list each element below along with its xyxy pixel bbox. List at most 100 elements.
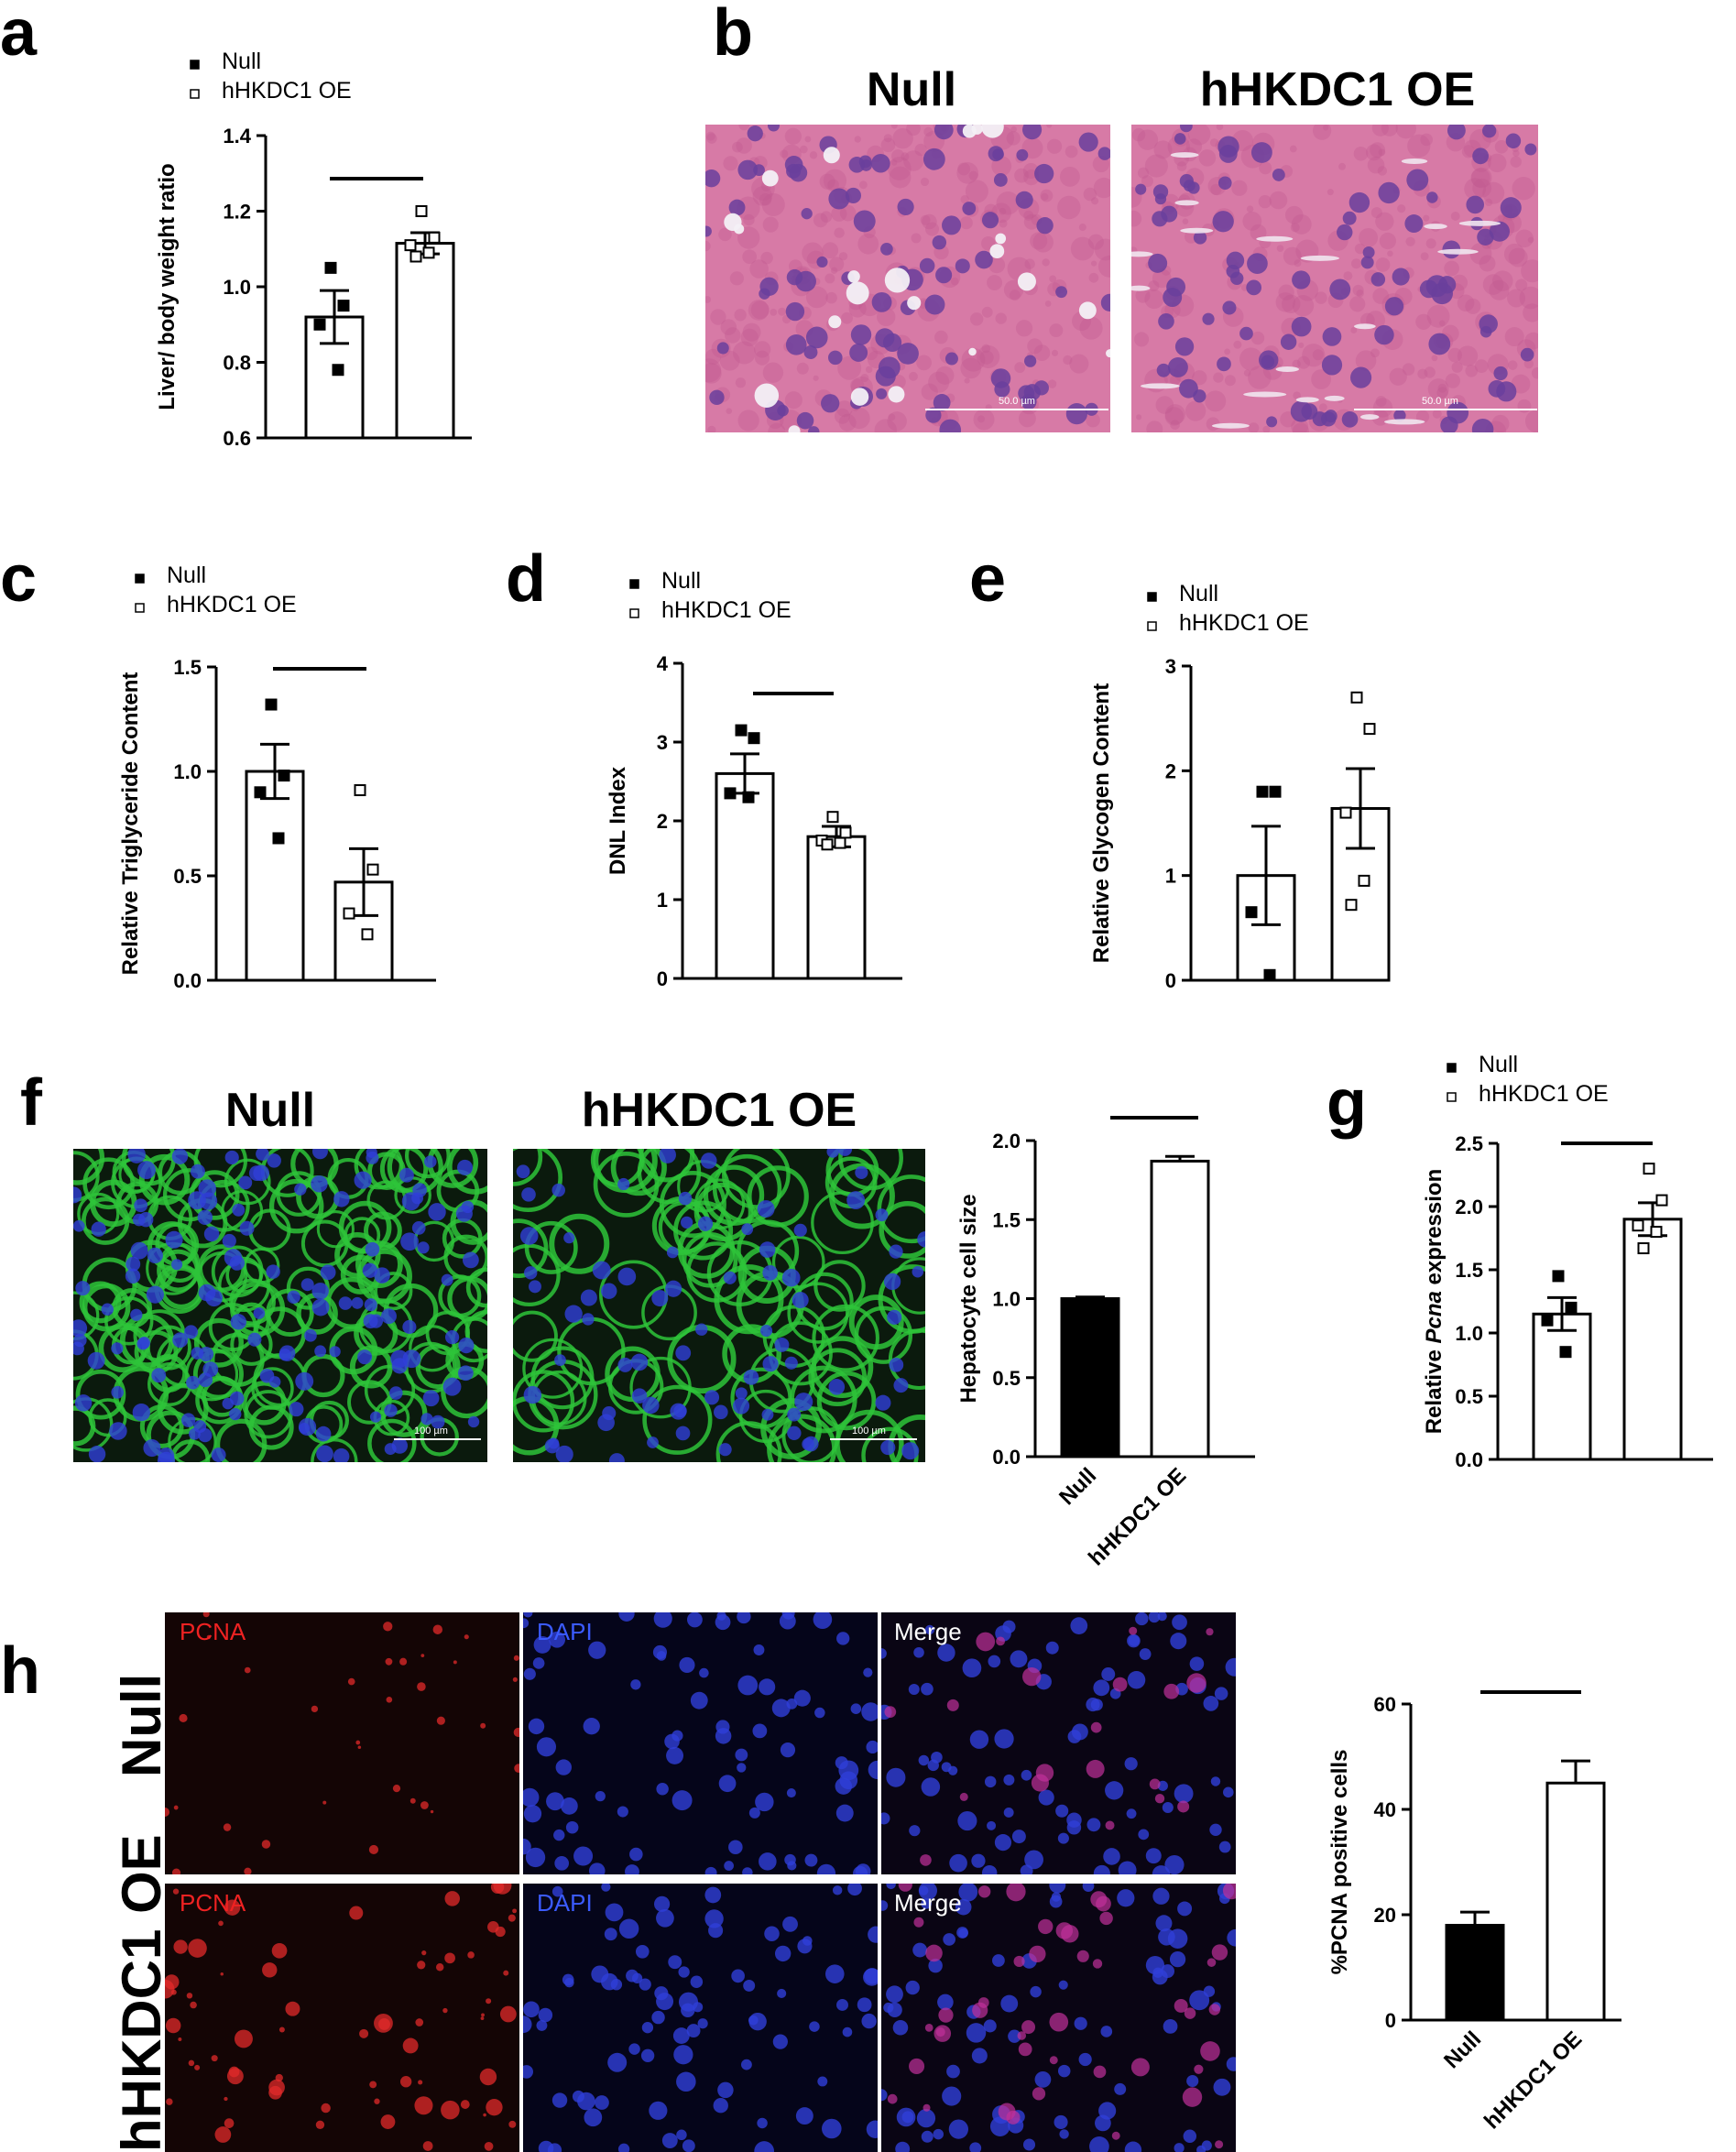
data-point bbox=[278, 770, 290, 782]
merge-channel-label: Merge bbox=[894, 1618, 962, 1645]
y-axis-label: Relative Glycogen Content bbox=[1089, 683, 1114, 963]
y-tick-label: 2.5 bbox=[1455, 1132, 1483, 1155]
x-tick-label: Null bbox=[1439, 2026, 1486, 2073]
y-tick-label: 0.0 bbox=[1455, 1448, 1483, 1471]
if-null-scale-label: 100 µm bbox=[414, 1426, 448, 1436]
panel-letter-e: e bbox=[969, 542, 1007, 616]
panel-letter-c: c bbox=[0, 542, 38, 616]
y-axis-label: %PCNA positive cells bbox=[1327, 1750, 1352, 1975]
y-axis-label: Relative Pcna expression bbox=[1422, 1169, 1447, 1435]
y-tick-label: 2.0 bbox=[1455, 1196, 1483, 1218]
y-tick-label: 0.8 bbox=[223, 352, 251, 375]
if-null-scalebar bbox=[394, 1438, 481, 1440]
legend-marker bbox=[629, 608, 639, 618]
chart-glycogen: Null hHKDC1 OE 0 1 2 3 Relative Glycogen Conte… bbox=[1089, 581, 1391, 992]
y-tick-label: 1 bbox=[657, 889, 668, 912]
dapi-channel-label: DAPI bbox=[537, 1618, 593, 1645]
y-tick-label: 0.0 bbox=[173, 969, 202, 992]
data-point bbox=[428, 231, 441, 244]
bar-hhkdc1-oe bbox=[806, 835, 867, 980]
if-oe-title: hHKDC1 OE bbox=[581, 1084, 857, 1137]
he-null-scalebar bbox=[925, 409, 1108, 410]
data-point bbox=[1358, 874, 1370, 887]
pcna-oe-merge-image bbox=[881, 1884, 1236, 2152]
if-oe-scale-label: 100 µm bbox=[852, 1426, 886, 1436]
data-point bbox=[1541, 1314, 1554, 1327]
data-point bbox=[1245, 906, 1258, 919]
data-point bbox=[1345, 899, 1358, 912]
legend-label: hHKDC1 OE bbox=[1479, 1081, 1609, 1107]
legend-label: hHKDC1 OE bbox=[222, 78, 352, 104]
y-tick-label: 1.0 bbox=[992, 1288, 1021, 1311]
y-tick-label: 40 bbox=[1374, 1798, 1396, 1821]
chart-liver-body-weight: Null hHKDC1 OE 0.6 0.8 1.0 1.2 1.4 Liver/ body … bbox=[155, 49, 472, 450]
bar-hhkdc1-oe bbox=[395, 242, 455, 440]
data-point bbox=[415, 205, 428, 217]
legend-marker bbox=[1447, 1063, 1457, 1073]
y-tick-label: 0 bbox=[657, 967, 668, 990]
bar-hhkdc1-oe bbox=[1545, 1781, 1606, 2022]
data-point bbox=[324, 261, 337, 274]
bar-null bbox=[1445, 1924, 1505, 2022]
data-point bbox=[361, 928, 374, 941]
legend-marker bbox=[1147, 592, 1157, 602]
he-oe-micrograph bbox=[1131, 125, 1538, 432]
y-tick-label: 2.0 bbox=[992, 1130, 1021, 1152]
data-point bbox=[1269, 785, 1282, 798]
panel-letter-g: g bbox=[1327, 1066, 1367, 1140]
bar-null bbox=[1532, 1312, 1592, 1461]
y-tick-label: 0.6 bbox=[223, 427, 251, 450]
panel-letter-a: a bbox=[0, 0, 38, 70]
data-point bbox=[404, 239, 417, 252]
y-tick-label: 0.5 bbox=[1455, 1385, 1483, 1408]
he-null-scale-label: 50.0 µm bbox=[999, 396, 1035, 407]
data-point bbox=[1565, 1301, 1578, 1314]
data-point bbox=[821, 838, 834, 851]
data-point bbox=[366, 863, 379, 876]
y-tick-label: 0 bbox=[1165, 969, 1176, 992]
legend-marker bbox=[190, 60, 200, 70]
merge-channel-label: Merge bbox=[894, 1889, 962, 1917]
y-tick-label: 1.5 bbox=[173, 656, 202, 679]
panel-letter-h: h bbox=[0, 1634, 40, 1708]
x-tick-label: Null bbox=[1054, 1463, 1101, 1510]
dapi-channel-label: DAPI bbox=[537, 1889, 593, 1917]
data-point bbox=[1350, 691, 1363, 704]
y-tick-label: 2 bbox=[1165, 759, 1176, 782]
y-tick-label: 3 bbox=[657, 731, 668, 754]
legend-label: Null bbox=[661, 568, 701, 594]
data-point bbox=[1339, 806, 1352, 819]
pcna-channel-label: PCNA bbox=[180, 1618, 246, 1645]
if-null-micrograph bbox=[73, 1149, 487, 1462]
data-point bbox=[1655, 1194, 1668, 1207]
data-point bbox=[254, 786, 267, 799]
data-point bbox=[834, 836, 846, 849]
y-tick-label: 1 bbox=[1165, 865, 1176, 888]
bar-hhkdc1-oe bbox=[1150, 1159, 1210, 1458]
chart-dnl-index: Null hHKDC1 OE 0 1 2 3 4 DNL Index bbox=[606, 568, 902, 990]
legend-marker bbox=[190, 89, 200, 99]
pcna-row-null-label: Null bbox=[111, 1673, 172, 1777]
data-point bbox=[409, 250, 422, 263]
he-oe-scale-label: 50.0 µm bbox=[1422, 396, 1458, 407]
data-point bbox=[1643, 1163, 1655, 1175]
y-tick-label: 20 bbox=[1374, 1904, 1396, 1927]
legend-label: hHKDC1 OE bbox=[661, 597, 792, 623]
chart-triglyceride: Null hHKDC1 OE 0.0 0.5 1.0 1.5 Relative Trigly… bbox=[118, 563, 436, 992]
y-axis-label: Liver/ body weight ratio bbox=[155, 163, 180, 410]
pcna-oe-pcna-image bbox=[165, 1884, 519, 2152]
legend-marker bbox=[135, 603, 145, 613]
y-axis-label: DNL Index bbox=[606, 766, 630, 875]
y-axis-label: Relative Triglyceride Content bbox=[118, 672, 143, 976]
y-tick-label: 60 bbox=[1374, 1693, 1396, 1716]
y-tick-label: 1.5 bbox=[992, 1208, 1021, 1231]
y-axis-label: Hepatocyte cell size bbox=[956, 1194, 981, 1403]
panel-letter-b: b bbox=[713, 0, 753, 70]
legend-label: Null bbox=[167, 563, 206, 588]
data-point bbox=[1650, 1226, 1663, 1239]
pcna-null-pcna-image bbox=[165, 1612, 519, 1874]
legend-marker bbox=[1147, 621, 1157, 631]
data-point bbox=[313, 318, 326, 331]
data-point bbox=[1552, 1270, 1565, 1283]
